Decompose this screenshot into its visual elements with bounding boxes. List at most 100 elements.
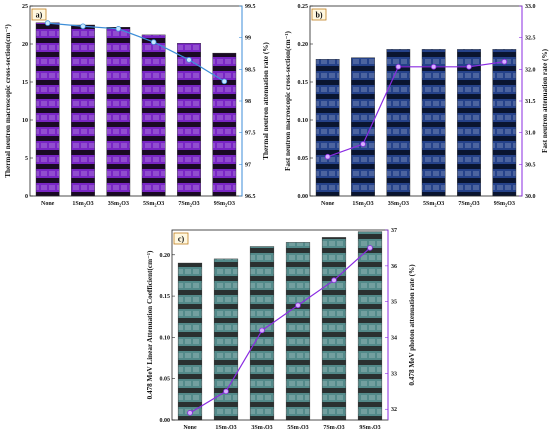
bar-1-2 [71,24,95,197]
panel-tag: c) [178,235,185,244]
category-label: 1Sm2O3 [352,201,373,208]
line-point-1 [44,20,51,26]
category-label: 9Sm2O3 [494,201,515,208]
category-label: 1Sm2O3 [72,201,93,208]
y-axis-right-title: Fast neutron attenuation rate (%) [541,48,549,153]
bar-3-4 [285,242,311,421]
line-point-2 [80,23,86,30]
category-label: 9Sm2O3 [359,425,380,429]
right-tick-label: 32.5 [525,36,536,42]
line-point-4 [150,39,157,45]
bar-3-6 [357,231,383,421]
line-point-5 [466,64,472,70]
line-point-4 [430,64,437,70]
line-point-6 [221,78,228,85]
line-point-5 [186,57,192,63]
chart-panel-2: 0.00 0.05 0.10 0.15 0.20 0.25 30.0 30.5 31.0 31.5… [284,4,549,208]
left-tick-label: 0.15 [160,294,171,300]
right-tick-label: 31.0 [525,131,536,137]
category-label: 7Sm2O3 [323,425,344,429]
right-tick-label: 35 [391,300,397,306]
bar-3-3 [249,246,275,421]
category-label: 7Sm2O3 [458,201,479,208]
panel-tag-box [31,8,47,21]
line-point-2 [223,388,229,395]
right-tick-label: 32.0 [525,67,536,73]
bar-1-6 [212,52,237,197]
right-tick-label: 97.5 [245,131,256,137]
right-tick-label: 99 [245,36,251,42]
line-point-2 [360,141,366,147]
bar-2-1 [315,59,340,197]
category-label: 5Sm2O3 [143,201,164,208]
left-tick-label: 10 [22,118,28,124]
bar-3-1 [177,262,203,421]
category-label: 3Sm2O3 [251,425,272,429]
right-tick-label: 96.5 [245,194,256,200]
line-series [327,61,505,158]
category-label: 7Sm2O3 [178,201,199,208]
panel-tag: b) [315,11,322,20]
chart-panel-1: 0 5 10 15 20 25 96.5 97 97.5 98 98.5 99 99.5 None 1Sm2… [4,4,270,208]
left-tick-label: 0.15 [298,80,309,86]
right-tick-label: 99.5 [245,4,256,10]
plot-frame [309,5,523,197]
left-tick-label: 5 [25,156,28,162]
chart-panel-3: 0.00 0.05 0.10 0.15 0.20 32 33 34 35 36 37 None 1Sm2… [146,228,416,429]
left-tick-label: 15 [22,80,28,86]
line-point-6 [367,245,373,251]
right-tick-label: 30.5 [525,162,536,168]
category-label: 9Sm2O3 [214,201,235,208]
y-axis-right-title: Thermal neutron attenuation rate (%) [262,42,270,160]
category-label: 3Sm2O3 [388,201,409,208]
bar-2-4 [421,49,446,197]
panel-tag-box [173,232,189,245]
line-point-4 [295,302,301,309]
category-label: None [321,201,335,207]
right-tick-label: 34 [391,336,397,342]
right-tick-label: 33 [391,371,397,377]
bar-1-3 [106,27,131,197]
line-point-3 [259,327,265,334]
left-tick-label: 0.05 [298,156,309,162]
right-tick-label: 98 [245,99,251,105]
bar-1-4 [141,34,166,197]
panel-tag: a) [36,11,43,20]
bar-2-6 [492,49,517,197]
left-tick-label: 0.25 [298,4,309,10]
right-tick-label: 97 [245,162,251,168]
right-tick-label: 30.0 [525,194,536,200]
line-point-1 [324,153,331,160]
category-label: 1Sm2O3 [215,425,236,429]
line-point-6 [501,58,508,65]
left-tick-label: 0.05 [160,377,171,383]
bar-2-5 [457,49,481,197]
left-tick-label: 0.20 [160,253,171,259]
y-axis-left-title: Thermal neutron macroscopic cross-sectio… [4,24,12,178]
category-label: 5Sm2O3 [423,201,444,208]
category-label: 3Sm2O3 [108,201,129,208]
left-tick-label: 25 [22,4,28,10]
left-tick-label: 0.00 [160,418,171,424]
y-axis-left-title: 0.478 MeV Linear Attenuation Coefficient… [146,250,154,399]
category-label: 5Sm2O3 [287,425,308,429]
plot-frame [171,229,389,421]
line-point-1 [187,410,193,416]
line-series [189,247,371,414]
left-tick-label: 0.10 [160,335,171,341]
left-tick-label: 20 [22,42,28,48]
line-series [47,22,225,82]
left-tick-label: 0.00 [298,194,309,200]
right-tick-label: 36 [391,264,397,270]
y-axis-left-title: Fast neutron macroscopic cross-section(c… [284,30,292,170]
right-tick-label: 32 [391,407,397,413]
line-point-5 [331,277,337,283]
left-tick-label: 0 [25,194,28,200]
plot-frame [29,5,243,197]
line-point-3 [395,64,402,70]
right-tick-label: 37 [391,228,397,234]
left-tick-label: 0.20 [298,42,309,48]
right-tick-label: 33.0 [525,4,536,10]
right-tick-label: 31.5 [525,99,536,105]
